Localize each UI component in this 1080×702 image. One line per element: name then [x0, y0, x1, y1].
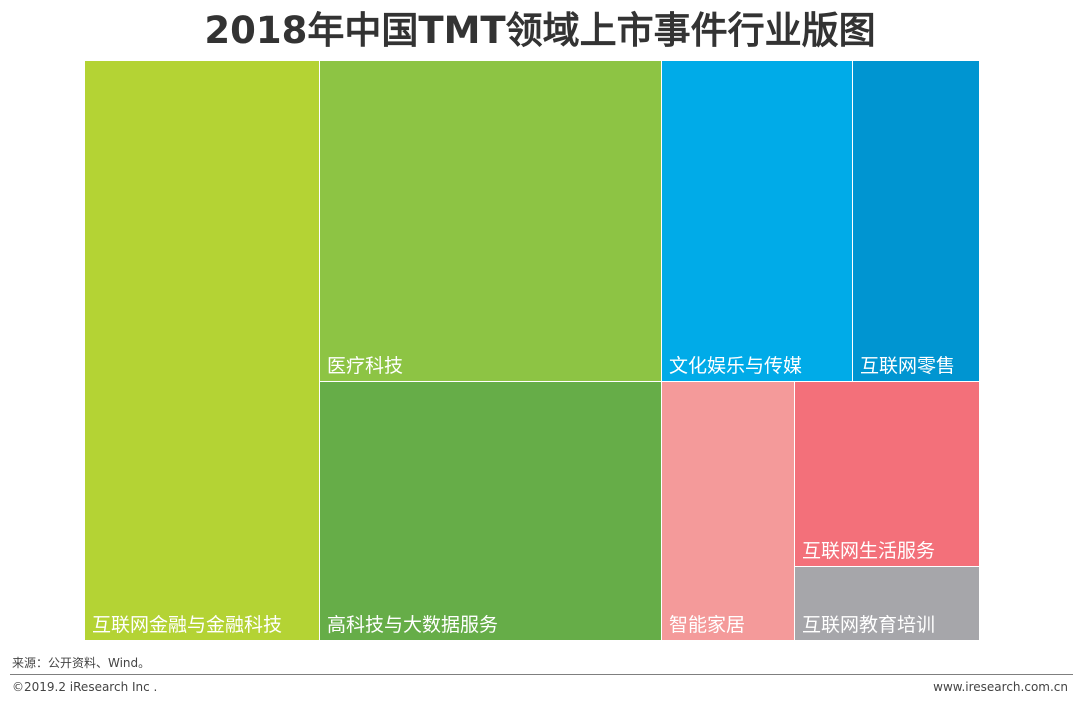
treemap-tile: 互联网教育培训 [795, 567, 979, 640]
treemap-tile: 智能家居 [662, 382, 794, 640]
treemap-tile-rect [853, 61, 979, 381]
treemap-tile-label: 文化娱乐与传媒 [669, 355, 802, 377]
website-text: www.iresearch.com.cn [933, 680, 1068, 694]
treemap-tile: 互联网金融与金融科技 [85, 61, 319, 640]
treemap-tile-label: 互联网零售 [860, 355, 955, 377]
treemap-tile-label: 互联网教育培训 [802, 614, 935, 636]
treemap-tile-rect [795, 382, 979, 566]
treemap-tile-rect [662, 61, 852, 381]
treemap-tile-label: 互联网金融与金融科技 [92, 614, 282, 636]
treemap-tile-label: 智能家居 [669, 614, 745, 636]
treemap-tile-rect [662, 382, 794, 640]
source-note: 来源：公开资料、Wind。 [12, 656, 151, 670]
treemap-tile: 高科技与大数据服务 [320, 382, 661, 640]
treemap-tile-rect [795, 567, 979, 640]
treemap-tile-label: 高科技与大数据服务 [327, 614, 498, 636]
treemap-tile: 互联网生活服务 [795, 382, 979, 566]
chart-title: 2018年中国TMT领域上市事件行业版图 [204, 9, 876, 52]
treemap-tile-rect [320, 382, 661, 640]
treemap-tile-rect [85, 61, 319, 640]
treemap-tile-rect [320, 61, 661, 381]
treemap-tile-label: 互联网生活服务 [802, 540, 935, 562]
treemap-tile: 文化娱乐与传媒 [662, 61, 852, 381]
treemap-tile: 互联网零售 [853, 61, 979, 381]
treemap-tile: 医疗科技 [320, 61, 661, 381]
copyright-text: ©2019.2 iResearch Inc . [12, 680, 158, 694]
treemap-tile-label: 医疗科技 [327, 355, 403, 377]
footer-divider [10, 674, 1073, 675]
